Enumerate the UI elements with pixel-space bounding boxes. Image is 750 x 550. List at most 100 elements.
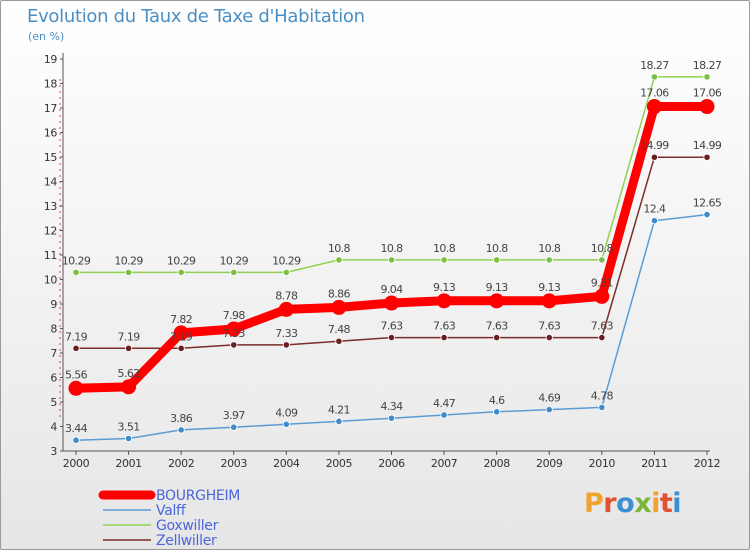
- data-point-zellwiller: [545, 333, 553, 342]
- data-point-valff: [230, 423, 238, 431]
- data-point-zellwiller: [230, 341, 238, 349]
- y-tick-label: 11: [44, 249, 57, 262]
- y-tick-label: 16: [44, 127, 58, 140]
- data-point-bourgheim: [173, 325, 189, 341]
- data-label-zellwiller: 14.99: [693, 139, 722, 152]
- data-point-zellwiller: [72, 344, 80, 352]
- data-label-goxwiller: 10.29: [272, 254, 301, 267]
- data-label-zellwiller: 7.19: [65, 330, 88, 343]
- data-label-goxwiller: 10.8: [380, 242, 403, 255]
- data-point-goxwiller: [440, 256, 448, 264]
- logo-letter: i: [651, 488, 660, 519]
- data-label-valff: 4.21: [328, 403, 350, 416]
- x-tick-label: 2008: [483, 457, 510, 470]
- data-point-zellwiller: [493, 333, 501, 342]
- data-point-goxwiller: [335, 256, 343, 264]
- data-label-valff: 4.78: [591, 389, 614, 402]
- proxiti-logo: Proxiti: [584, 488, 682, 519]
- data-label-goxwiller: 10.8: [538, 242, 561, 255]
- data-point-valff: [545, 405, 553, 414]
- y-tick-label: 8: [50, 323, 57, 336]
- data-label-bourgheim: 5.62: [118, 367, 140, 380]
- data-point-zellwiller: [387, 333, 396, 342]
- data-point-zellwiller: [282, 341, 290, 349]
- data-label-bourgheim: 9.13: [433, 281, 456, 294]
- data-point-bourgheim: [384, 295, 399, 311]
- y-tick-label: 9: [50, 298, 57, 311]
- data-point-zellwiller: [703, 153, 711, 161]
- data-label-zellwiller: 7.63: [486, 320, 509, 333]
- data-label-zellwiller: 7.33: [275, 327, 298, 340]
- data-label-bourgheim: 7.82: [170, 313, 192, 326]
- x-tick-label: 2009: [536, 457, 563, 470]
- data-point-goxwiller: [703, 73, 711, 81]
- data-label-goxwiller: 10.29: [167, 254, 196, 267]
- data-label-valff: 3.44: [65, 422, 88, 435]
- x-tick-label: 2010: [589, 457, 616, 470]
- y-tick-label: 14: [44, 176, 58, 189]
- data-point-bourgheim: [646, 99, 662, 115]
- data-label-valff: 4.6: [489, 394, 505, 407]
- data-label-zellwiller: 7.19: [118, 330, 141, 343]
- legend-label-zellwiller: Zellwiller: [156, 533, 217, 549]
- data-point-valff: [703, 210, 711, 219]
- data-point-valff: [124, 434, 133, 443]
- x-tick-label: 2011: [641, 457, 667, 470]
- data-label-zellwiller: 14.99: [640, 139, 669, 152]
- data-label-valff: 12.65: [693, 197, 722, 210]
- x-tick-label: 2007: [431, 457, 458, 470]
- logo-letter: x: [634, 488, 652, 519]
- data-point-bourgheim: [121, 379, 137, 395]
- data-label-bourgheim: 9.13: [486, 281, 509, 294]
- data-point-valff: [387, 414, 396, 422]
- logo-letter: i: [672, 488, 682, 519]
- data-point-bourgheim: [436, 293, 452, 309]
- data-label-bourgheim: 9.04: [380, 283, 403, 296]
- x-tick-label: 2012: [694, 457, 720, 470]
- data-point-goxwiller: [230, 268, 238, 276]
- data-label-bourgheim: 7.98: [223, 309, 246, 322]
- data-point-valff: [493, 408, 501, 416]
- logo-letter: t: [659, 488, 673, 519]
- data-point-bourgheim: [331, 299, 347, 315]
- data-point-bourgheim: [68, 380, 84, 396]
- data-label-zellwiller: 7.63: [538, 320, 561, 333]
- data-label-goxwiller: 10.8: [328, 242, 351, 255]
- data-point-goxwiller: [493, 256, 501, 264]
- data-label-zellwiller: 7.19: [170, 330, 193, 343]
- data-point-goxwiller: [124, 268, 133, 276]
- x-tick-label: 2002: [168, 457, 194, 470]
- data-label-valff: 4.69: [538, 392, 561, 405]
- data-point-valff: [72, 436, 80, 444]
- data-point-valff: [335, 417, 343, 425]
- data-point-goxwiller: [282, 268, 290, 276]
- x-tick-label: 2005: [326, 457, 353, 470]
- data-point-zellwiller: [124, 344, 133, 352]
- logo-letter: P: [584, 488, 604, 519]
- data-label-valff: 4.47: [433, 397, 456, 410]
- y-tick-label: 17: [44, 102, 58, 115]
- data-point-bourgheim: [278, 301, 294, 317]
- y-tick-label: 18: [44, 78, 58, 91]
- logo-letter: r: [603, 488, 617, 519]
- data-point-valff: [650, 217, 659, 225]
- data-label-valff: 3.97: [223, 409, 246, 422]
- data-point-goxwiller: [545, 256, 553, 264]
- x-tick-label: 2001: [115, 457, 141, 470]
- y-tick-label: 10: [44, 274, 58, 287]
- chart-subtitle: (en %): [28, 30, 65, 43]
- data-point-valff: [598, 403, 606, 411]
- y-tick-label: 19: [44, 53, 58, 66]
- chart-title: Evolution du Taux de Taxe d'Habitation: [27, 6, 365, 27]
- data-label-valff: 12.4: [643, 203, 666, 216]
- x-tick-label: 2004: [273, 457, 300, 470]
- data-label-valff: 4.09: [275, 406, 298, 419]
- data-label-bourgheim: 5.56: [65, 368, 88, 381]
- data-point-bourgheim: [594, 288, 610, 304]
- data-label-valff: 4.34: [380, 400, 403, 413]
- axes: 3 4 5 6 7 8 9 10 11 12 13 14 15 16 17 18 19 2000 2001 2002 2…: [44, 53, 721, 470]
- data-point-bourgheim: [226, 321, 242, 337]
- data-label-goxwiller: 10.29: [62, 254, 91, 267]
- data-label-goxwiller: 10.8: [433, 242, 456, 255]
